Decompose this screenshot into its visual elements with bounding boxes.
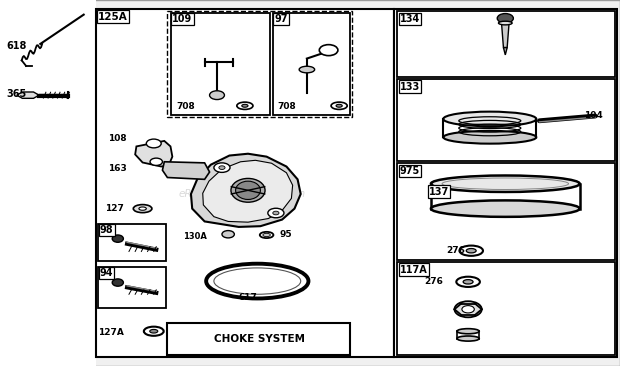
Polygon shape bbox=[191, 154, 301, 227]
Ellipse shape bbox=[443, 112, 536, 126]
Text: 276: 276 bbox=[446, 246, 465, 255]
Text: 163: 163 bbox=[108, 164, 127, 173]
Ellipse shape bbox=[431, 201, 580, 217]
Ellipse shape bbox=[236, 181, 260, 199]
Ellipse shape bbox=[237, 102, 253, 109]
Text: CHOKE SYSTEM: CHOKE SYSTEM bbox=[214, 334, 304, 344]
Ellipse shape bbox=[457, 336, 479, 341]
Ellipse shape bbox=[456, 277, 480, 287]
Circle shape bbox=[454, 301, 482, 317]
Text: 95: 95 bbox=[279, 231, 291, 239]
Polygon shape bbox=[203, 160, 293, 222]
Ellipse shape bbox=[299, 66, 314, 73]
Ellipse shape bbox=[466, 249, 476, 253]
Polygon shape bbox=[503, 48, 507, 55]
Bar bbox=[167, 323, 350, 355]
Text: 117A: 117A bbox=[400, 265, 428, 274]
Polygon shape bbox=[162, 162, 210, 179]
Ellipse shape bbox=[133, 205, 152, 213]
Text: 127A: 127A bbox=[98, 328, 124, 337]
Ellipse shape bbox=[112, 235, 123, 242]
Circle shape bbox=[497, 14, 513, 23]
Ellipse shape bbox=[206, 264, 309, 299]
Bar bbox=[98, 224, 166, 261]
Circle shape bbox=[268, 208, 284, 218]
Circle shape bbox=[146, 139, 161, 148]
Text: 133: 133 bbox=[400, 82, 420, 92]
Ellipse shape bbox=[463, 280, 473, 284]
Bar bbox=[397, 79, 615, 161]
Text: 137: 137 bbox=[429, 187, 450, 197]
Ellipse shape bbox=[242, 104, 248, 107]
Ellipse shape bbox=[431, 176, 580, 192]
Bar bbox=[397, 11, 615, 77]
Ellipse shape bbox=[231, 178, 265, 202]
Ellipse shape bbox=[214, 268, 301, 294]
Ellipse shape bbox=[263, 234, 270, 237]
Ellipse shape bbox=[139, 207, 146, 210]
Bar bbox=[397, 262, 615, 355]
Ellipse shape bbox=[331, 102, 347, 109]
Circle shape bbox=[214, 163, 230, 172]
Text: 618: 618 bbox=[6, 41, 27, 51]
Bar bbox=[397, 163, 615, 260]
Circle shape bbox=[210, 91, 224, 100]
Text: 108: 108 bbox=[108, 134, 127, 143]
Text: 975: 975 bbox=[400, 166, 420, 176]
Polygon shape bbox=[17, 92, 39, 98]
Text: 104: 104 bbox=[584, 111, 603, 120]
Ellipse shape bbox=[498, 21, 512, 25]
Text: 127: 127 bbox=[105, 204, 124, 213]
Ellipse shape bbox=[150, 329, 157, 333]
Circle shape bbox=[219, 166, 225, 169]
Text: 130A: 130A bbox=[183, 232, 207, 240]
Text: 97: 97 bbox=[275, 14, 288, 24]
Text: eReplacementParts.com: eReplacementParts.com bbox=[178, 189, 306, 199]
Ellipse shape bbox=[459, 246, 483, 256]
Ellipse shape bbox=[457, 329, 479, 334]
Ellipse shape bbox=[260, 232, 273, 238]
Circle shape bbox=[319, 45, 338, 56]
Bar bbox=[167, 11, 352, 117]
Ellipse shape bbox=[443, 131, 536, 143]
Ellipse shape bbox=[112, 279, 123, 286]
Text: 617: 617 bbox=[239, 293, 257, 302]
Circle shape bbox=[462, 306, 474, 313]
Polygon shape bbox=[135, 141, 172, 167]
Bar bbox=[170, 13, 270, 115]
Text: 125A: 125A bbox=[98, 12, 128, 22]
Bar bbox=[0, 0, 96, 366]
Bar bbox=[273, 13, 350, 115]
Circle shape bbox=[150, 158, 162, 165]
Bar bbox=[394, 9, 617, 357]
Text: 134: 134 bbox=[400, 14, 420, 24]
Text: 276: 276 bbox=[425, 277, 443, 286]
Text: 109: 109 bbox=[172, 14, 193, 24]
Circle shape bbox=[222, 231, 234, 238]
Ellipse shape bbox=[336, 104, 342, 107]
Text: 708: 708 bbox=[177, 102, 195, 111]
Text: 365: 365 bbox=[6, 89, 27, 100]
Text: 94: 94 bbox=[100, 268, 113, 278]
Text: 98: 98 bbox=[100, 225, 113, 235]
Bar bbox=[98, 267, 166, 308]
Polygon shape bbox=[502, 24, 509, 48]
Bar bbox=[96, 9, 394, 357]
Text: 708: 708 bbox=[278, 102, 296, 111]
Ellipse shape bbox=[144, 326, 164, 336]
Circle shape bbox=[273, 211, 279, 215]
